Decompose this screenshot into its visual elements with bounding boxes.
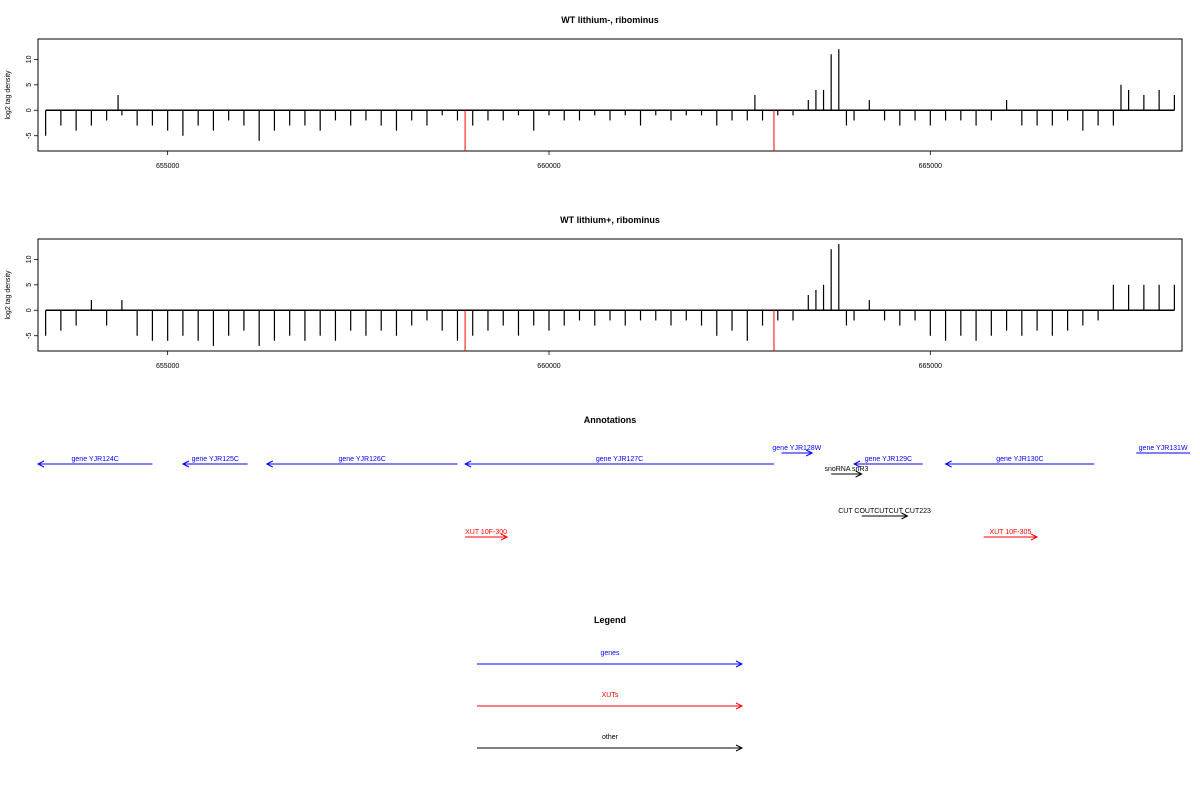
arrow-head [463,460,472,468]
x-tick-label: 665000 [919,363,942,370]
arrow-head [36,460,45,468]
feature-label: gene YJR128W [772,445,821,452]
arrow-head [805,449,814,457]
annotation-feature: CUT COUTCUTCUT CUT223 [838,508,931,520]
chart-title: WT lithium-, ribominus [561,15,659,25]
annotation-feature: XUT 10F-300 [465,529,509,541]
annotation-feature: gene YJR128W [772,445,822,457]
feature-label: gene YJR126C [338,456,385,463]
plot-frame [37,238,1183,352]
y-axis-label: log2 tag density [5,70,12,120]
chart-title: WT lithium+, ribominus [560,215,660,225]
y-tick-label: -5 [26,133,33,139]
y-tick-label: 10 [26,55,33,63]
annotation-feature: XUT 10F-305 [983,529,1039,541]
annotation-feature: gene YJR126C [265,456,458,468]
annotation-feature: gene YJR125C [181,456,248,468]
y-tick-label: 0 [26,308,33,312]
arrow-head [901,512,909,520]
y-tick-label: 5 [26,83,33,87]
arrow-head [735,744,744,752]
annotation-feature: snoRNA snR3 [824,466,869,478]
feature-label: gene YJR127C [596,456,643,463]
feature-label: gene YJR124C [72,456,119,463]
arrow-head [735,660,744,668]
legend-panel: Legend genes XUTs other [477,615,744,752]
legend-item: other [477,734,744,752]
arrow-head [944,460,952,468]
x-tick-label: 655000 [156,163,179,170]
legend-title: Legend [594,615,626,625]
x-tick-label: 665000 [919,163,942,170]
arrow-head [500,533,509,541]
legend-item: genes [477,650,744,668]
arrow-head [852,460,861,468]
legend-label: genes [600,650,620,657]
x-tick-label: 655000 [156,363,179,370]
feature-label: XUT 10F-305 [989,529,1031,536]
feature-label: XUT 10F-300 [465,529,507,536]
legend-item: XUTs [477,692,744,710]
feature-label: CUT COUTCUTCUT CUT223 [838,508,931,515]
arrow-head [735,702,744,710]
annotation-feature: gene YJR130C [944,456,1095,468]
x-tick-label: 660000 [537,163,560,170]
arrow-head [265,460,274,468]
feature-label: gene YJR130C [996,456,1043,463]
chart-panel-1: WT lithium-, ribominus 10 5 0 -5 log2 tag den… [5,15,1183,170]
arrow-head [1030,533,1039,541]
annotation-feature: gene YJR124C [36,456,153,468]
annotation-feature: gene YJR127C [463,456,774,468]
x-tick-label: 660000 [537,363,560,370]
feature-label: gene YJR125C [192,456,239,463]
panels: WT lithium-, ribominus 10 5 0 -5 log2 tag den… [5,15,1183,370]
annotation-feature: gene YJR129C [852,456,923,468]
plot-frame [37,38,1183,152]
legend-label: XUTs [602,692,619,699]
annotations-panel: Annotations gene YJR124C gene YJR125C gene… [36,415,1190,541]
y-tick-label: 10 [26,255,33,263]
y-tick-label: 0 [26,108,33,112]
arrow-head [181,460,190,468]
y-tick-label: -5 [26,333,33,339]
feature-label: snoRNA snR3 [824,466,868,473]
y-tick-label: 5 [26,283,33,287]
arrow-head [855,470,863,478]
y-axis-label: log2 tag density [5,270,12,320]
chart-panel-2: WT lithium+, ribominus 10 5 0 -5 log2 tag den… [5,215,1183,370]
feature-label: gene YJR129C [865,456,912,463]
annotations-title: Annotations [584,415,637,425]
annotation-feature: gene YJR131W [1136,445,1190,454]
legend-label: other [602,734,619,741]
feature-label: gene YJR131W [1139,445,1188,452]
